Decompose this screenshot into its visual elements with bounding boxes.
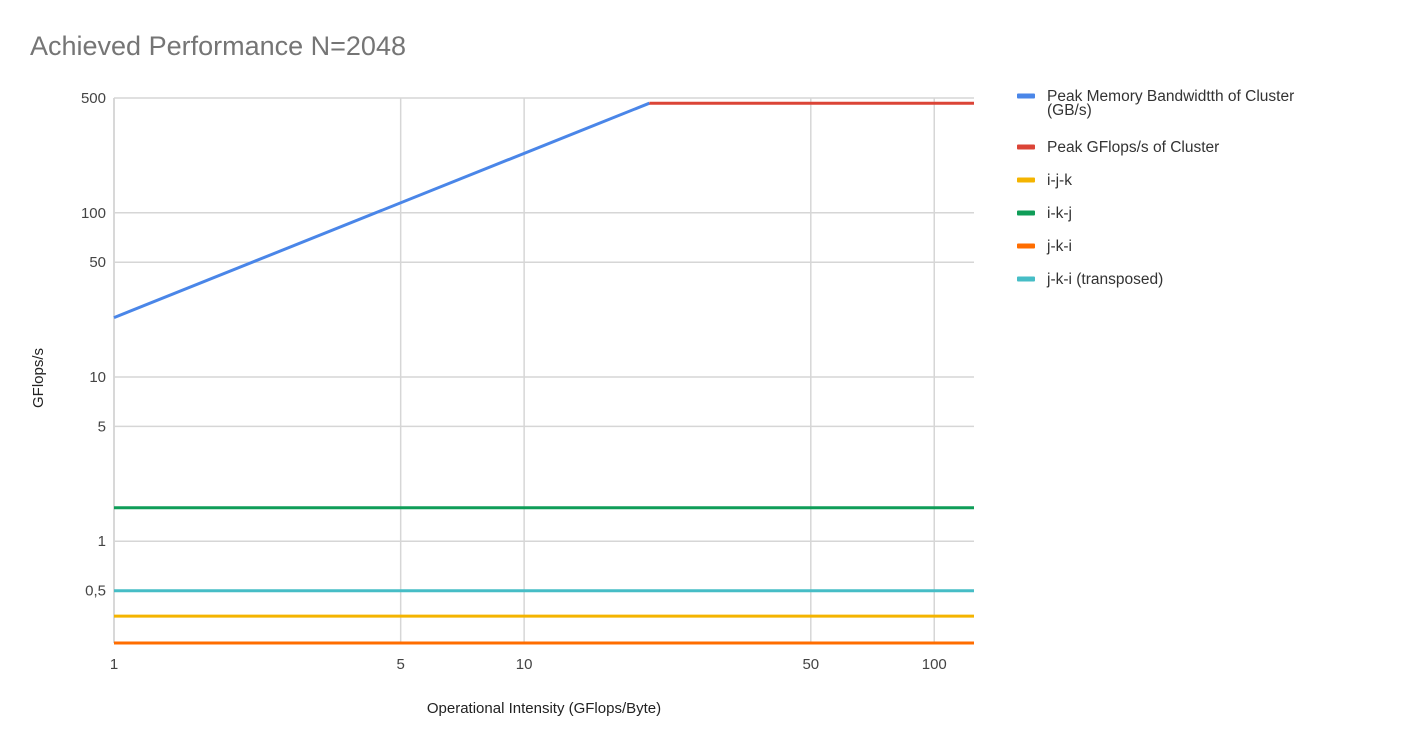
x-tick-labels: 1 5 10 50 100 [110,656,947,673]
y-tick-label: 5 [98,418,106,435]
y-tick-label: 50 [89,254,106,271]
legend-swatch [1017,210,1035,216]
x-tick-label: 100 [922,656,947,673]
legend-item: Peak Memory Bandwidtth of Cluster(GB/s) [1017,88,1294,119]
legend-label: Peak Memory Bandwidtth of Cluster [1047,88,1294,105]
legend-swatch [1017,144,1035,150]
x-tick-label: 1 [110,656,118,673]
y-tick-label: 0,5 [85,583,106,600]
x-tick-label: 50 [802,656,819,673]
legend-item: i-j-k [1017,172,1072,189]
legend-swatch [1017,243,1035,249]
series-lines [113,101,974,645]
legend-label: i-k-j [1047,205,1072,222]
x-tick-label: 10 [516,656,533,673]
legend-label: (GB/s) [1047,102,1092,119]
legend: Peak Memory Bandwidtth of Cluster(GB/s)P… [1017,88,1294,288]
y-tick-label: 1 [98,533,106,550]
series-line-peak-memory-bandwidtth-of-cluster-gb-s [113,101,650,319]
legend-swatch [1017,93,1035,99]
legend-item: Peak GFlops/s of Cluster [1017,139,1219,156]
y-tick-label: 100 [81,205,106,222]
grid [113,97,974,643]
chart-title: Achieved Performance N=2048 [30,31,406,61]
y-axis-label: GFlops/s [30,348,47,408]
legend-item: i-k-j [1017,205,1072,222]
legend-swatch [1017,276,1035,282]
x-tick-label: 5 [396,656,404,673]
y-tick-labels: 0,5 1 5 10 50 100 500 [81,90,106,600]
legend-item: j-k-i [1017,238,1072,255]
legend-label: i-j-k [1047,172,1072,189]
x-axis-label: Operational Intensity (GFlops/Byte) [427,700,661,717]
legend-label: j-k-i [1046,238,1072,255]
legend-item: j-k-i (transposed) [1017,271,1163,288]
legend-label: Peak GFlops/s of Cluster [1047,139,1219,156]
legend-label: j-k-i (transposed) [1046,271,1163,288]
y-tick-label: 10 [89,369,106,386]
legend-swatch [1017,177,1035,183]
y-tick-label: 500 [81,90,106,107]
